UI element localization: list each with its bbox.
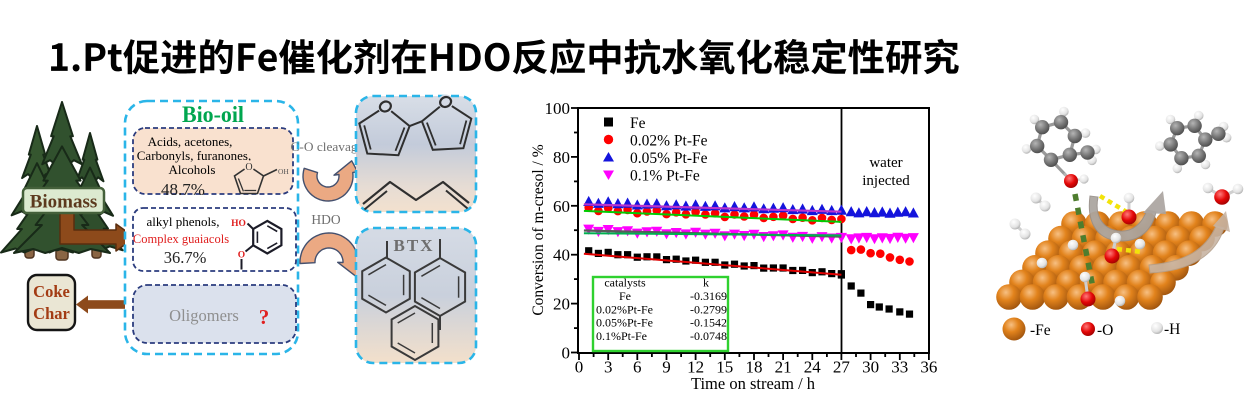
- svg-text:-0.1542: -0.1542: [690, 316, 727, 330]
- svg-text:Alcohols: Alcohols: [169, 162, 216, 177]
- svg-text:OH: OH: [278, 167, 289, 176]
- svg-text:k: k: [703, 276, 709, 290]
- svg-text:-H: -H: [1164, 321, 1180, 338]
- svg-text:water: water: [869, 155, 902, 171]
- svg-text:9: 9: [662, 358, 671, 377]
- svg-text:6: 6: [633, 358, 642, 377]
- svg-text:HO: HO: [231, 219, 246, 229]
- svg-text:Complex guaiacols: Complex guaiacols: [133, 232, 229, 246]
- svg-text:Coke: Coke: [33, 282, 70, 301]
- svg-text:-0.3169: -0.3169: [690, 289, 727, 303]
- svg-text:20: 20: [553, 295, 570, 314]
- svg-text:36.7%: 36.7%: [164, 248, 207, 267]
- svg-text:36: 36: [920, 358, 937, 377]
- svg-text:24: 24: [804, 358, 822, 377]
- svg-text:0.02%Pt-Fe: 0.02%Pt-Fe: [596, 302, 653, 316]
- svg-text:48.7%: 48.7%: [161, 180, 205, 199]
- svg-text:Acids, acetones,: Acids, acetones,: [148, 134, 233, 149]
- svg-text:27: 27: [833, 358, 851, 377]
- svg-text:Fe: Fe: [619, 289, 631, 303]
- svg-text:-0.0748: -0.0748: [690, 329, 727, 343]
- svg-text:0: 0: [575, 358, 584, 377]
- svg-text:Fe: Fe: [630, 115, 646, 132]
- svg-text:Biomass: Biomass: [30, 192, 98, 213]
- svg-text:Char: Char: [33, 304, 70, 323]
- svg-text:0.02% Pt-Fe: 0.02% Pt-Fe: [630, 133, 708, 150]
- svg-text:30: 30: [862, 358, 879, 377]
- svg-text:40: 40: [553, 246, 570, 265]
- svg-text:12: 12: [687, 358, 704, 377]
- svg-text:80: 80: [553, 148, 570, 167]
- svg-text:HDO: HDO: [311, 212, 340, 227]
- svg-text:O: O: [238, 251, 245, 261]
- svg-text:Conversion of m-cresol / %: Conversion of m-cresol / %: [530, 144, 547, 315]
- svg-text:60: 60: [553, 197, 570, 216]
- svg-text:O: O: [245, 162, 252, 173]
- svg-text:3: 3: [604, 358, 613, 377]
- svg-text:15: 15: [716, 358, 733, 377]
- svg-text:injected: injected: [862, 173, 910, 189]
- svg-text:Carbonyls, furanones,: Carbonyls, furanones,: [137, 148, 251, 163]
- svg-text:0.05% Pt-Fe: 0.05% Pt-Fe: [630, 150, 708, 167]
- svg-text:-0.2799: -0.2799: [690, 302, 727, 316]
- svg-text:100: 100: [545, 99, 571, 118]
- svg-text:Time on stream / h: Time on stream / h: [691, 374, 816, 393]
- svg-text:catalysts: catalysts: [604, 276, 646, 290]
- svg-text:21: 21: [775, 358, 792, 377]
- svg-text:0.1% Pt-Fe: 0.1% Pt-Fe: [630, 168, 700, 185]
- svg-text:0: 0: [562, 344, 571, 363]
- svg-text:-Fe: -Fe: [1030, 322, 1051, 339]
- svg-text:0.05%Pt-Fe: 0.05%Pt-Fe: [596, 316, 653, 330]
- svg-text:?: ?: [259, 305, 270, 329]
- svg-text:-O: -O: [1097, 322, 1113, 339]
- svg-text:18: 18: [746, 358, 763, 377]
- svg-text:BTX: BTX: [394, 236, 435, 255]
- svg-text:Oligomers: Oligomers: [169, 306, 239, 325]
- svg-text:33: 33: [891, 358, 908, 377]
- svg-text:C-O cleavage: C-O cleavage: [291, 140, 364, 154]
- svg-text:alkyl phenols,: alkyl phenols,: [147, 214, 220, 229]
- svg-text:0.1%Pt-Fe: 0.1%Pt-Fe: [596, 329, 647, 343]
- svg-text:Bio-oil: Bio-oil: [182, 102, 244, 128]
